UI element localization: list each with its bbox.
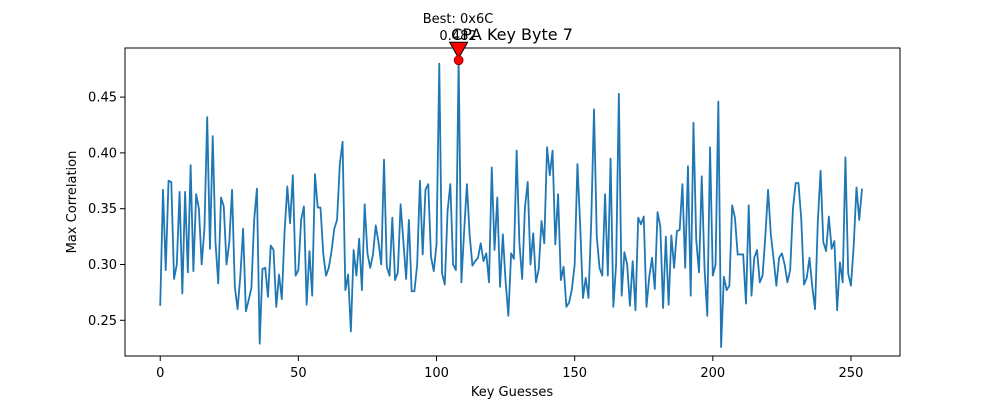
annotation-layer — [448, 41, 469, 66]
y-tick-label: 0.45 — [88, 91, 117, 106]
best-point — [453, 55, 464, 66]
best-value-label: 0.482 — [439, 29, 476, 44]
series-layer — [159, 59, 863, 348]
y-tick-label: 0.25 — [88, 314, 117, 329]
x-tick-label: 100 — [424, 366, 449, 381]
x-tick-label: 0 — [156, 366, 164, 381]
y-tick-label: 0.30 — [88, 258, 117, 273]
x-tick-label: 200 — [700, 366, 725, 381]
x-tick-label: 250 — [839, 366, 864, 381]
best-annotation: Best: 0x6C — [423, 12, 494, 27]
y-tick-label: 0.40 — [88, 146, 117, 161]
x-tick-label: 150 — [562, 366, 587, 381]
y-axis-label: Max Correlation — [65, 151, 80, 254]
chart-title: CPA Key Byte 7 — [451, 25, 573, 44]
correlation-line — [159, 59, 863, 348]
y-tick-label: 0.35 — [88, 202, 117, 217]
plot-background — [125, 48, 900, 356]
x-axis-label: Key Guesses — [471, 385, 554, 400]
best-arrow-marker — [448, 41, 469, 60]
x-tick-label: 50 — [290, 366, 307, 381]
ticks-layer: 0 50 100 150 200 250 0.25 0.30 0.35 0.40 0.45 — [88, 91, 863, 381]
plot-frame — [124, 47, 901, 357]
